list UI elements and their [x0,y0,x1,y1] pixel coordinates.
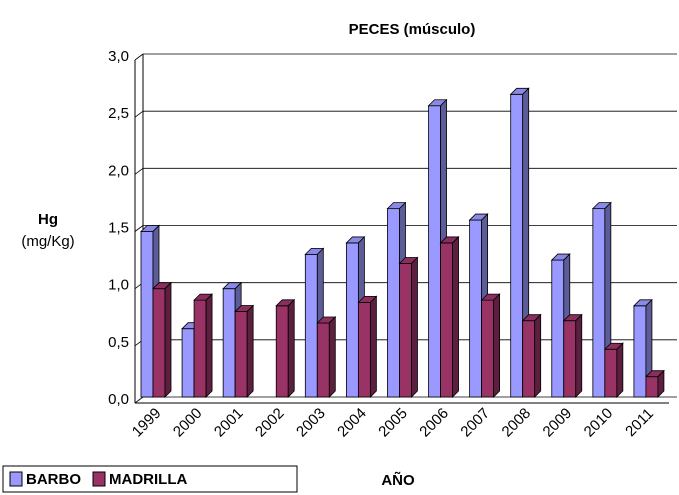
bar [398,256,419,398]
x-tick-label: 2010 [581,405,617,441]
bar-side [205,293,213,398]
grid-line [134,168,144,175]
chart-title: PECES (músculo) [349,21,476,38]
bar-front [275,305,289,398]
x-tick-label: 2001 [211,405,247,441]
bar-front [357,301,371,398]
bar-side [575,313,583,398]
y-axis-label: Hg [38,211,58,228]
y-tick-label: 0,5 [108,334,129,351]
bar [275,298,296,398]
bar-front [563,320,577,398]
bar-front [510,93,524,398]
grid-line [134,396,144,404]
x-tick-label: 2006 [416,405,452,441]
bar-side [534,313,542,398]
x-tick-label: 1999 [129,405,165,441]
y-tick-label: 1,0 [108,277,129,294]
y-tick-label: 2,0 [108,162,129,179]
bar [603,342,624,398]
bar-front [387,208,400,398]
bar [480,293,501,398]
bar-side [411,256,418,398]
legend-swatch [9,471,23,487]
bar-side [616,342,624,398]
bar-side [287,298,295,398]
bar-front [316,322,330,398]
bar-side [246,304,254,398]
bar [234,304,255,398]
bar [632,298,653,398]
grid-line [134,225,144,232]
y-tick-label: 0,0 [108,391,129,408]
bar-front [399,263,412,398]
bar-front [428,105,441,398]
y-axis-unit: (mg/Kg) [21,233,74,250]
bar-side [493,293,501,398]
bar-side [369,295,377,398]
bar-side [328,316,336,398]
bar [357,295,378,398]
bar-front [152,288,166,398]
bar-front [469,219,483,398]
bar [193,293,214,398]
bar-front [193,299,207,398]
y-tick-label: 2,5 [108,105,129,122]
bar-front [481,299,495,398]
bar-side [164,281,172,398]
bar [644,369,665,398]
x-tick-label: 2005 [375,405,411,441]
legend-swatch [92,471,106,487]
bar [152,281,172,398]
bar-front [522,320,536,398]
bar-front [440,242,453,398]
bar-front [592,208,606,398]
x-tick-label: 2011 [622,405,657,440]
legend-label: BARBO [26,471,81,488]
x-tick-label: 2003 [293,405,329,441]
bar-front [181,328,195,398]
bar-front [234,311,248,398]
bar-front [140,231,154,398]
bar-front [633,305,647,398]
bar-front [551,259,565,398]
y-tick-label: 1,5 [108,219,129,236]
y-tick-label: 3,0 [108,48,129,65]
x-tick-label: 2009 [540,405,576,441]
legend-label: MADRILLA [109,471,187,488]
bar-side [657,369,665,398]
bar [316,316,337,398]
x-axis-label: AÑO [381,471,415,489]
grid-line [134,53,144,61]
x-tick-label: 2007 [457,405,493,441]
bar-front [345,242,359,398]
bar-side [452,235,459,398]
x-tick-label: 2000 [170,405,206,441]
bar-front [645,376,659,398]
x-tick-label: 2002 [252,405,288,441]
bar-front [604,348,618,398]
x-tick-label: 2004 [334,405,370,441]
bar [439,235,460,398]
bar-front [304,253,318,398]
bar [562,313,583,398]
x-tick-label: 2008 [499,405,535,441]
grid-line [134,110,144,118]
bar-front [222,288,236,398]
bar [521,313,542,398]
legend-box [2,465,298,493]
